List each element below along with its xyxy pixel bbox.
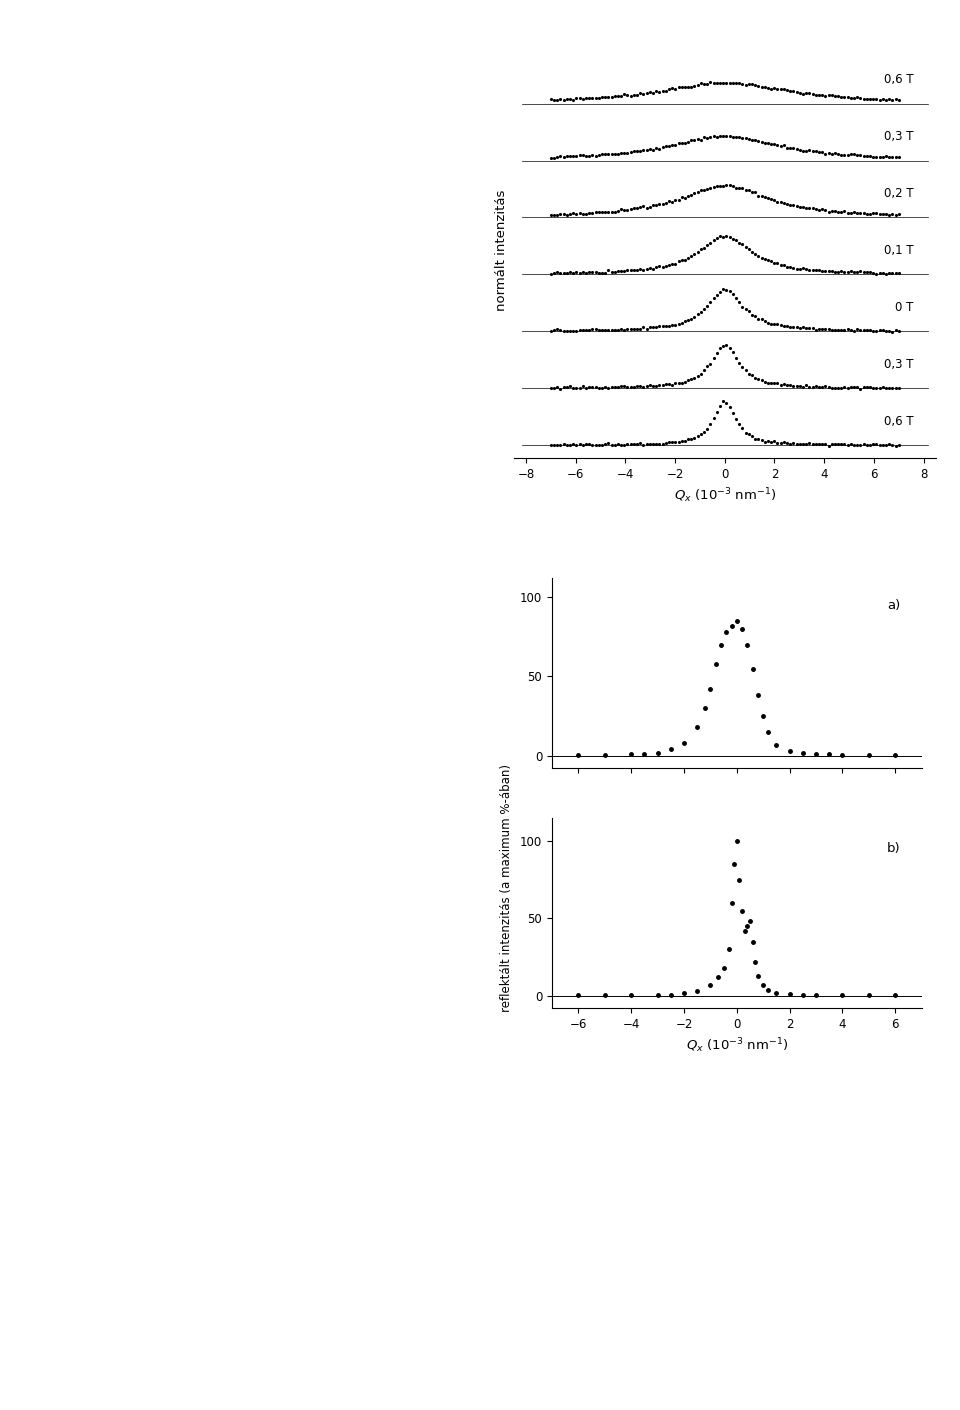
Text: 0,6 T: 0,6 T [884, 415, 914, 427]
Text: 0,3 T: 0,3 T [884, 130, 914, 142]
Text: 0 T: 0 T [896, 300, 914, 313]
Text: a): a) [887, 599, 900, 612]
Text: reflektált intenzitás (a maximum %-ában): reflektált intenzitás (a maximum %-ában) [500, 764, 514, 1012]
Text: 0,6 T: 0,6 T [884, 73, 914, 86]
Y-axis label: normált intenzitás: normált intenzitás [495, 189, 508, 312]
Text: 0,3 T: 0,3 T [884, 358, 914, 371]
Text: 0,1 T: 0,1 T [884, 244, 914, 257]
X-axis label: $Q_x\ (10^{-3}$ nm$^{-1})$: $Q_x\ (10^{-3}$ nm$^{-1})$ [674, 486, 776, 505]
Text: b): b) [887, 842, 900, 856]
Text: 0,2 T: 0,2 T [884, 188, 914, 200]
X-axis label: $Q_x\ (10^{-3}$ nm$^{-1})$: $Q_x\ (10^{-3}$ nm$^{-1})$ [685, 1036, 788, 1055]
